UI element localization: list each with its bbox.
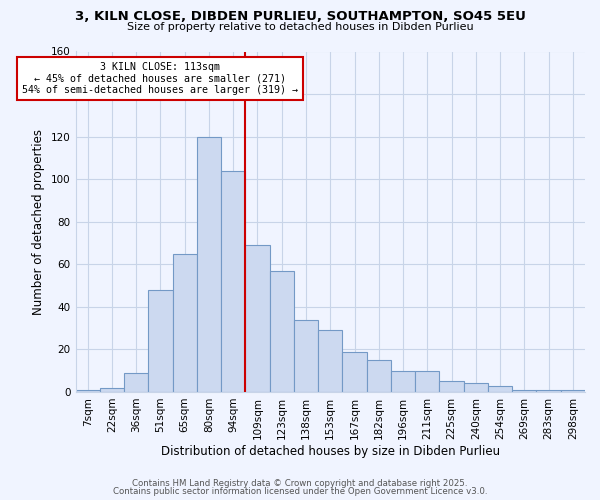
Bar [367, 360, 391, 392]
Bar [536, 390, 561, 392]
Bar [561, 390, 585, 392]
Bar [391, 370, 415, 392]
Bar [439, 382, 464, 392]
Bar [415, 370, 439, 392]
Bar [124, 373, 148, 392]
Bar [318, 330, 343, 392]
Bar [221, 170, 245, 392]
Bar [343, 352, 367, 392]
Text: Contains public sector information licensed under the Open Government Licence v3: Contains public sector information licen… [113, 487, 487, 496]
Text: Contains HM Land Registry data © Crown copyright and database right 2025.: Contains HM Land Registry data © Crown c… [132, 478, 468, 488]
Bar [245, 245, 269, 392]
Text: 3, KILN CLOSE, DIBDEN PURLIEU, SOUTHAMPTON, SO45 5EU: 3, KILN CLOSE, DIBDEN PURLIEU, SOUTHAMPT… [74, 10, 526, 23]
Bar [488, 386, 512, 392]
Bar [100, 388, 124, 392]
Bar [173, 254, 197, 392]
Bar [76, 390, 100, 392]
Text: Size of property relative to detached houses in Dibden Purlieu: Size of property relative to detached ho… [127, 22, 473, 32]
Y-axis label: Number of detached properties: Number of detached properties [32, 128, 46, 314]
Bar [269, 270, 294, 392]
X-axis label: Distribution of detached houses by size in Dibden Purlieu: Distribution of detached houses by size … [161, 444, 500, 458]
Bar [197, 136, 221, 392]
Bar [294, 320, 318, 392]
Bar [148, 290, 173, 392]
Bar [512, 390, 536, 392]
Bar [464, 384, 488, 392]
Text: 3 KILN CLOSE: 113sqm
← 45% of detached houses are smaller (271)
54% of semi-deta: 3 KILN CLOSE: 113sqm ← 45% of detached h… [22, 62, 298, 96]
